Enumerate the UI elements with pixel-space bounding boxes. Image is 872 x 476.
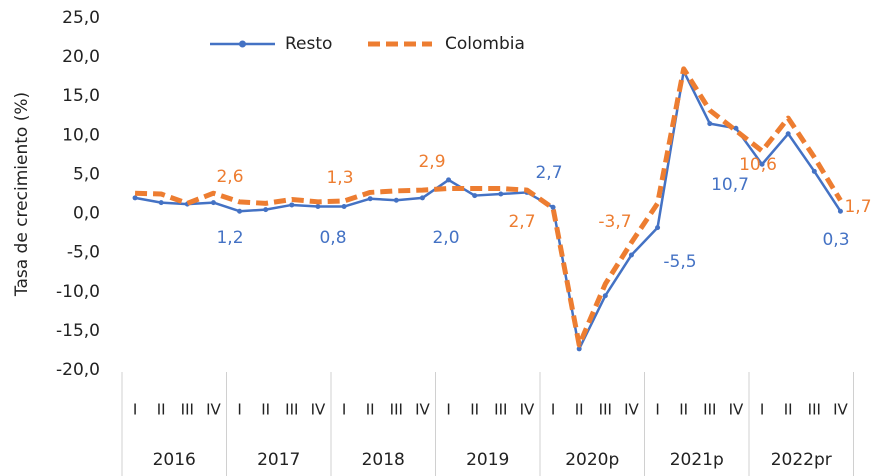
series-marker: [837, 208, 843, 214]
series-marker: [602, 293, 608, 299]
x-group-label: 2020p: [565, 450, 619, 470]
series-line: [134, 66, 843, 348]
x-tick-label: III: [494, 401, 507, 419]
x-tick-label: II: [366, 401, 375, 419]
series-marker: [628, 252, 634, 258]
x-tick-label: II: [784, 401, 793, 419]
series-marker: [550, 204, 556, 210]
series-marker: [498, 191, 504, 197]
series-marker: [237, 208, 243, 214]
series-marker: [315, 204, 321, 210]
x-tick-label: I: [133, 401, 137, 419]
y-tick-label: 5,0: [73, 164, 100, 184]
y-axis-label: Tasa de crecimiento (%): [12, 92, 32, 297]
series-marker: [263, 207, 269, 213]
x-tick-label: II: [575, 401, 584, 419]
data-label: -3,7: [598, 212, 631, 232]
data-label: 2,7: [508, 212, 535, 232]
series-marker: [341, 204, 347, 210]
x-tick-label: II: [157, 401, 166, 419]
data-label: 10,6: [739, 155, 777, 175]
series-marker: [393, 197, 399, 203]
x-tick-label: III: [703, 401, 716, 419]
y-tick-label: 20,0: [62, 47, 100, 67]
y-tick-label: -15,0: [56, 321, 100, 341]
x-tick-label: III: [285, 401, 298, 419]
data-label: 0,3: [822, 230, 849, 250]
data-label: 1,7: [844, 197, 871, 217]
x-tick-label: IV: [311, 401, 326, 419]
data-label: 2,6: [216, 167, 243, 187]
x-group-label: 2017: [257, 450, 300, 470]
x-tick-label: IV: [729, 401, 744, 419]
x-group-label: 2016: [153, 450, 196, 470]
x-tick-label: III: [181, 401, 194, 419]
x-tick-label: IV: [624, 401, 639, 419]
data-label: 2,7: [535, 163, 562, 183]
data-label: 0,8: [319, 228, 346, 248]
x-tick-label: I: [342, 401, 346, 419]
series-marker: [419, 195, 425, 201]
x-tick-label: I: [551, 401, 555, 419]
x-tick-label: III: [808, 401, 821, 419]
data-label: 2,9: [418, 152, 445, 172]
legend-label: Resto: [285, 34, 332, 54]
y-tick-label: 15,0: [62, 86, 100, 106]
x-tick-label: I: [237, 401, 241, 419]
x-tick-label: IV: [520, 401, 535, 419]
y-tick-label: 25,0: [62, 8, 100, 28]
series-marker: [733, 125, 739, 131]
data-label: 10,7: [711, 175, 749, 195]
y-tick-label: 0,0: [73, 204, 100, 224]
x-tick-label: IV: [833, 401, 848, 419]
y-tick-label: -5,0: [67, 243, 100, 263]
series-marker: [785, 131, 791, 137]
x-tick-label: IV: [206, 401, 221, 419]
y-tick-label: -10,0: [56, 282, 100, 302]
legend-label: Colombia: [445, 34, 525, 54]
x-tick-label: IV: [415, 401, 430, 419]
x-tick-label: III: [599, 401, 612, 419]
series-marker: [655, 225, 661, 231]
x-tick-label: I: [760, 401, 764, 419]
series-marker: [158, 200, 164, 206]
y-tick-label: -20,0: [56, 360, 100, 380]
series-marker: [472, 193, 478, 199]
series-marker: [367, 196, 373, 202]
data-label: -5,5: [663, 252, 696, 272]
x-group-label: 2022pr: [771, 450, 832, 470]
x-group-label: 2021p: [670, 450, 724, 470]
series-marker: [210, 200, 216, 206]
x-tick-label: II: [470, 401, 479, 419]
data-label: 2,0: [432, 228, 459, 248]
x-group-label: 2019: [466, 450, 509, 470]
x-group-label: 2018: [362, 450, 405, 470]
legend-marker: [239, 40, 246, 48]
series-marker: [289, 202, 295, 208]
x-tick-label: I: [446, 401, 450, 419]
y-tick-label: 10,0: [62, 125, 100, 145]
data-label: 1,3: [326, 168, 353, 188]
series-marker: [576, 346, 582, 352]
x-tick-label: II: [261, 401, 270, 419]
series-marker: [811, 168, 817, 174]
x-tick-label: III: [390, 401, 403, 419]
series-marker: [132, 195, 138, 201]
series-line: [134, 69, 842, 351]
data-label: 1,2: [216, 228, 243, 248]
x-tick-label: II: [679, 401, 688, 419]
x-tick-label: I: [655, 401, 659, 419]
series-marker: [759, 161, 765, 167]
series-marker: [707, 121, 713, 127]
series-marker: [446, 177, 452, 183]
